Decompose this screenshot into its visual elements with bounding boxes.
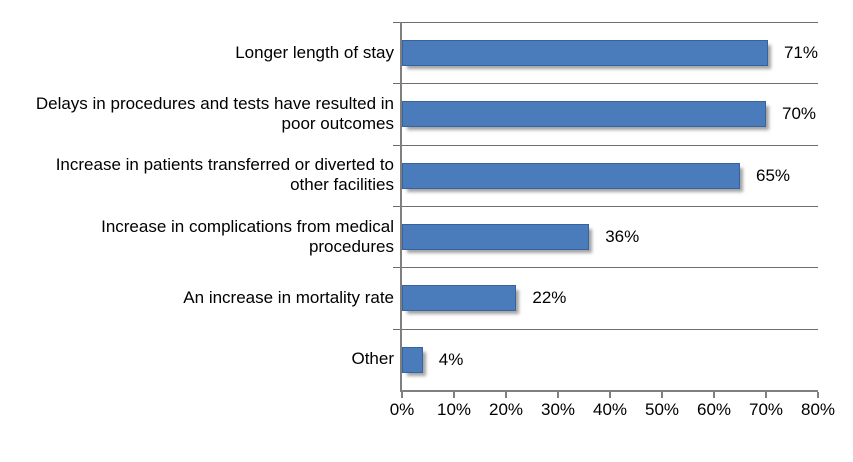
bar bbox=[402, 40, 768, 67]
x-axis: 0% 10% 20% 30% 40% 50% 60% 70% 80% bbox=[390, 392, 835, 432]
x-tick-mark bbox=[453, 392, 455, 398]
x-tick-label: 20% bbox=[488, 400, 524, 419]
bar bbox=[402, 162, 740, 189]
category-band: 70% bbox=[393, 83, 818, 144]
category-band: 4% bbox=[393, 328, 818, 390]
x-tick-mark bbox=[661, 392, 663, 398]
category-label: An increase in mortality rate bbox=[183, 287, 394, 307]
category-labels: Longer length of stay Delays in procedure… bbox=[4, 22, 394, 390]
category-label: Other bbox=[351, 349, 394, 369]
data-label: 65% bbox=[756, 165, 791, 185]
x-tick-mark bbox=[609, 392, 611, 398]
data-label: 70% bbox=[782, 104, 817, 124]
category-band: 22% bbox=[393, 267, 818, 328]
data-label: 22% bbox=[532, 288, 567, 308]
x-tick-mark bbox=[817, 392, 819, 398]
x-tick-mark bbox=[401, 392, 403, 398]
category-band: 36% bbox=[393, 205, 818, 267]
category-label: Delays in procedures and tests have resu… bbox=[35, 93, 394, 133]
x-tick-mark bbox=[557, 392, 559, 398]
data-label: 71% bbox=[783, 43, 818, 63]
bar bbox=[402, 285, 517, 312]
category-label: Increase in patients transferred or dive… bbox=[55, 155, 394, 195]
x-tick-label: 60% bbox=[696, 400, 732, 419]
bar bbox=[402, 346, 423, 373]
x-tick-label: 40% bbox=[592, 400, 628, 419]
x-tick-label: 10% bbox=[436, 400, 472, 419]
category-label: Longer length of stay bbox=[235, 42, 394, 62]
category-label: Increase in complications from medical p… bbox=[101, 216, 394, 256]
x-tick-label: 30% bbox=[540, 400, 576, 419]
data-label: 4% bbox=[438, 349, 464, 369]
plot-area: 71% 70% 65% 36% 22% 4% bbox=[393, 22, 818, 392]
x-tick-mark bbox=[765, 392, 767, 398]
x-tick-label: 0% bbox=[389, 400, 415, 419]
x-tick-label: 50% bbox=[644, 400, 680, 419]
bar bbox=[402, 101, 766, 128]
data-label: 36% bbox=[605, 227, 640, 247]
category-band: 65% bbox=[393, 144, 818, 206]
x-tick-mark bbox=[713, 392, 715, 398]
bar bbox=[402, 224, 590, 251]
x-tick-label: 70% bbox=[748, 400, 784, 419]
x-tick-label: 80% bbox=[800, 400, 836, 419]
category-band: 71% bbox=[393, 22, 818, 83]
x-tick-mark bbox=[505, 392, 507, 398]
